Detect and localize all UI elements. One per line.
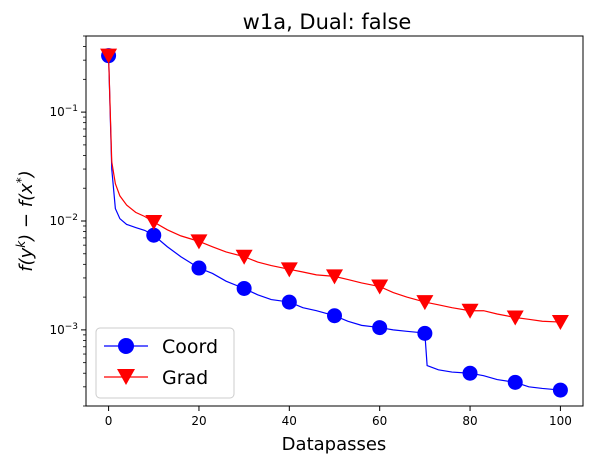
marker-coord bbox=[507, 374, 523, 390]
legend-label-coord: Coord bbox=[162, 336, 218, 358]
x-tick-label: 0 bbox=[105, 414, 113, 428]
x-tick-label: 40 bbox=[282, 414, 297, 428]
legend: Coord Grad bbox=[95, 327, 235, 399]
series-layer bbox=[100, 48, 569, 398]
marker-coord bbox=[462, 365, 478, 381]
y-ticks: 10−1 10−2 10−3 bbox=[49, 35, 86, 407]
y-tick-label: 10−1 bbox=[49, 104, 78, 119]
marker-grad bbox=[416, 295, 434, 311]
marker-grad bbox=[100, 48, 118, 64]
legend-marker-coord bbox=[118, 338, 134, 354]
marker-grad bbox=[280, 262, 298, 278]
x-tick-label: 80 bbox=[462, 414, 477, 428]
x-ticks: 0 20 40 60 80 100 bbox=[105, 406, 572, 428]
marker-coord bbox=[327, 308, 342, 324]
marker-coord bbox=[417, 325, 433, 341]
marker-coord bbox=[191, 260, 207, 276]
legend-marker-grad bbox=[117, 369, 135, 385]
marker-grad bbox=[326, 269, 343, 285]
marker-grad bbox=[235, 249, 253, 265]
y-tick-label: 10−3 bbox=[49, 322, 78, 337]
x-axis-label: Datapasses bbox=[282, 434, 387, 455]
legend-label-grad: Grad bbox=[162, 367, 208, 389]
marker-grad bbox=[190, 234, 208, 250]
marker-grad bbox=[461, 303, 479, 319]
x-tick-label: 60 bbox=[372, 414, 387, 428]
marker-coord bbox=[146, 227, 162, 243]
x-tick-label: 100 bbox=[549, 414, 572, 428]
marker-grad bbox=[371, 279, 389, 295]
marker-coord bbox=[236, 280, 252, 296]
marker-grad bbox=[551, 315, 569, 331]
marker-grad bbox=[506, 310, 524, 326]
marker-coord bbox=[552, 382, 568, 398]
x-tick-label: 20 bbox=[191, 414, 206, 428]
y-axis-label-group: f(yk) − f(x*) bbox=[14, 170, 37, 272]
chart-title: w1a, Dual: false bbox=[243, 10, 412, 34]
marker-coord bbox=[281, 294, 297, 310]
y-axis-label: f(yk) − f(x*) bbox=[14, 170, 37, 272]
marker-grad bbox=[145, 214, 163, 230]
y-tick-label: 10−2 bbox=[49, 213, 78, 228]
marker-coord bbox=[372, 320, 388, 336]
